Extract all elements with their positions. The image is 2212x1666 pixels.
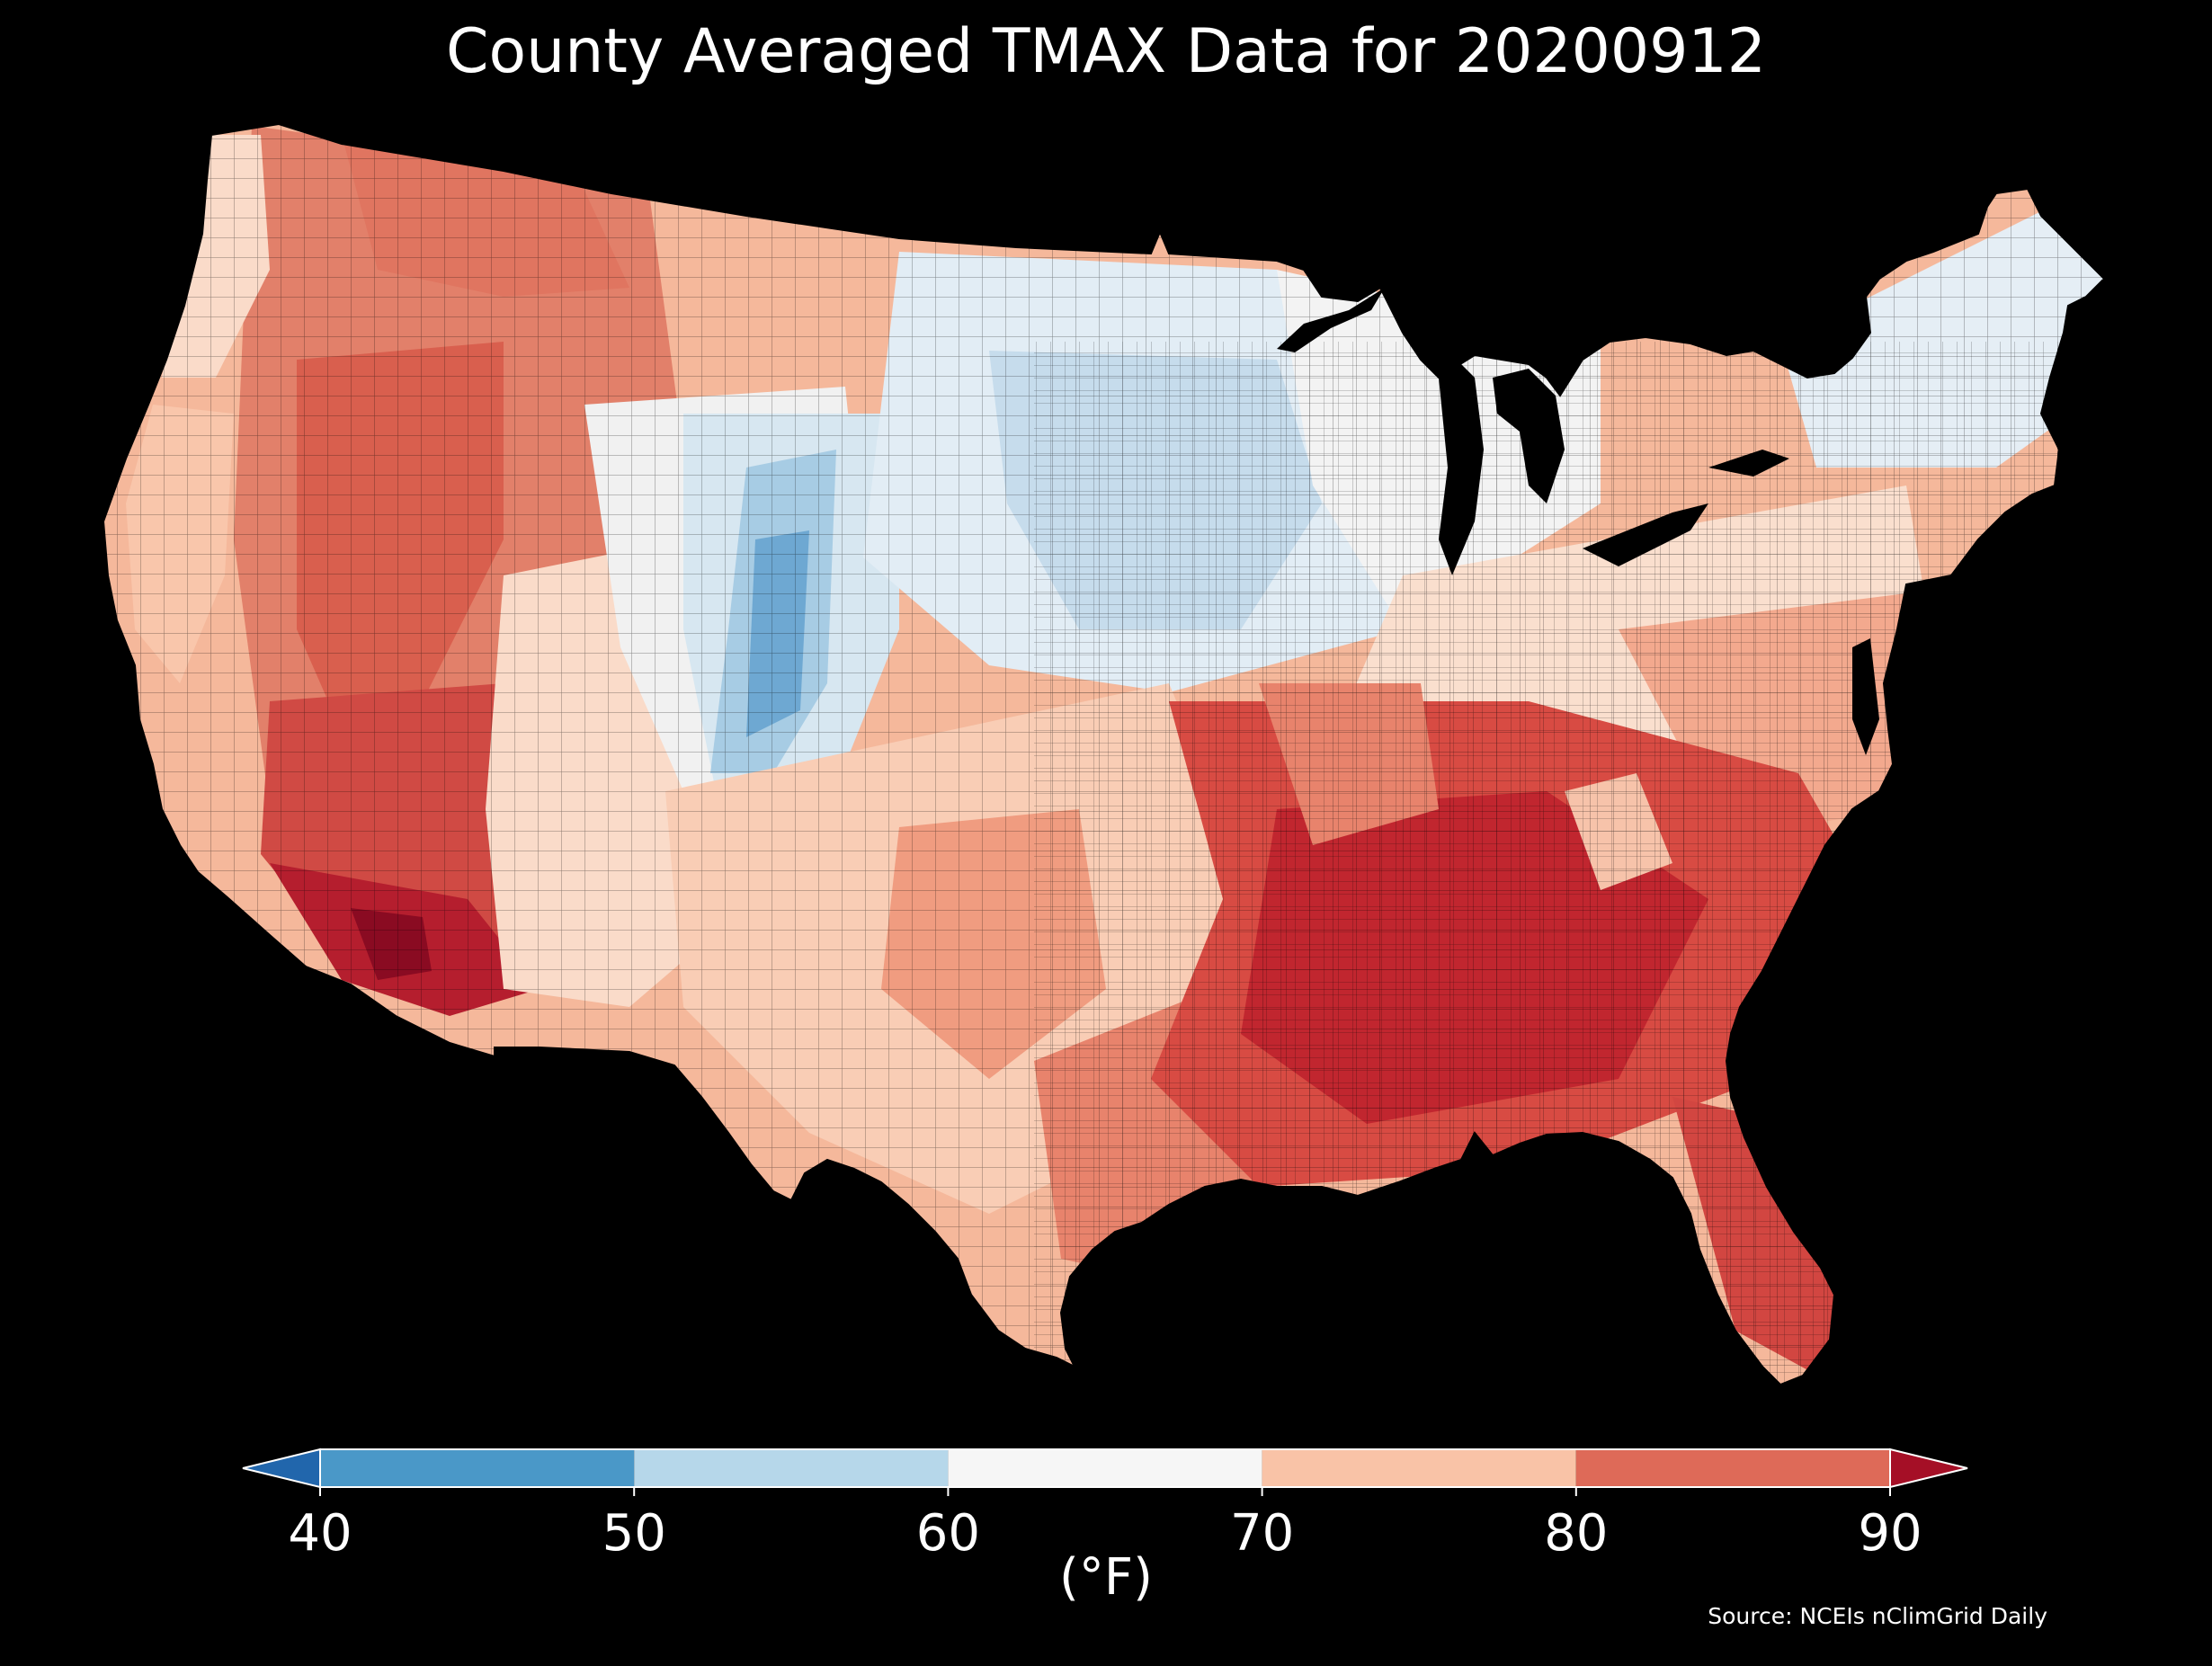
us-outline [102, 122, 2106, 1386]
colorbar-bin-4 [1575, 1449, 1890, 1487]
colorbar-tick-label-0: 40 [288, 1504, 352, 1563]
chesapeake-bay [1852, 638, 1879, 755]
lake-huron [1493, 369, 1565, 503]
source-credit: Source: NCEIs nClimGrid Daily [1708, 1603, 2047, 1629]
lake-erie [1583, 503, 1708, 566]
colorbar-units-label: (°F) [1059, 1548, 1153, 1607]
great-lakes [1277, 288, 1879, 755]
colorbar-bin-3 [1262, 1449, 1576, 1487]
colorbar-bin-1 [634, 1449, 949, 1487]
lake-ontario [1708, 450, 1789, 477]
colorbar-extend-low [242, 1448, 321, 1489]
lake-michigan [1439, 360, 1484, 575]
colorbar-bin-2 [948, 1449, 1262, 1487]
county-lines-east [1034, 342, 2104, 1385]
lake-superior [1277, 288, 1385, 352]
colorbar: 40 50 60 70 80 90 [242, 1448, 1968, 1563]
map-title: County Averaged TMAX Data for 20200912 [446, 16, 1766, 87]
colorbar-tick-label-1: 50 [602, 1504, 666, 1563]
colorbar-tick-label-5: 90 [1858, 1504, 1922, 1563]
colorbar-extend-high [1889, 1448, 1968, 1489]
colorbar-tick-label-4: 80 [1544, 1504, 1608, 1563]
colorbar-tick-label-2: 60 [916, 1504, 980, 1563]
colorbar-bin-0 [320, 1449, 635, 1487]
colorbar-tick-label-3: 70 [1230, 1504, 1294, 1563]
colorbar-outline [319, 1448, 1891, 1488]
